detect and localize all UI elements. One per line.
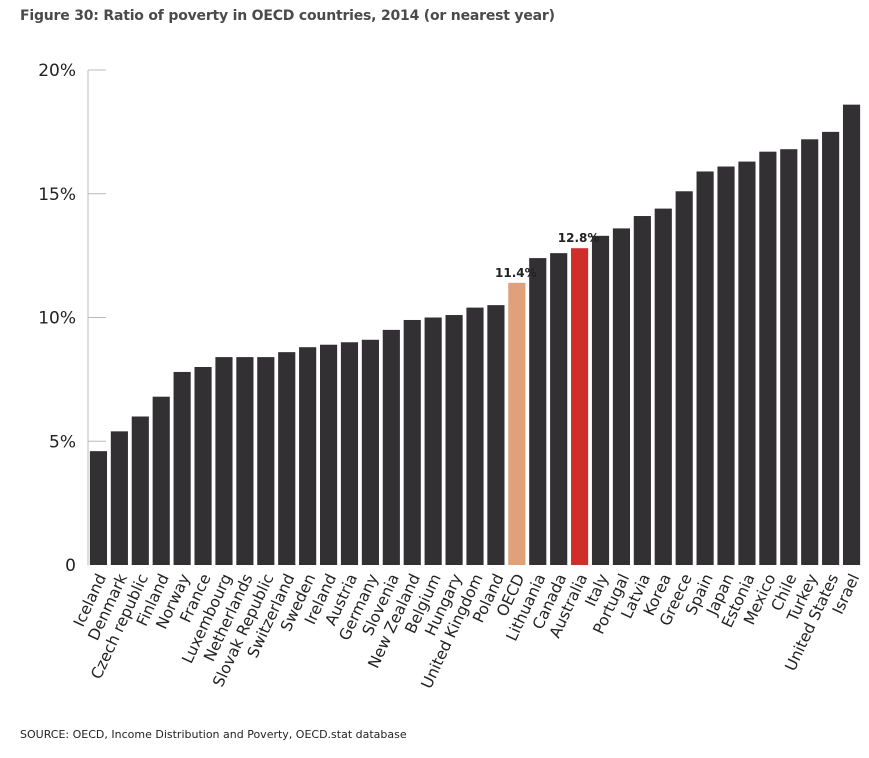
bar — [654, 208, 672, 565]
bar — [445, 315, 463, 565]
bar — [675, 191, 693, 565]
bar — [591, 235, 610, 565]
bar — [257, 357, 275, 565]
bar — [152, 396, 170, 565]
bar — [173, 371, 191, 565]
y-tick-label: 20% — [38, 61, 76, 81]
bar — [403, 319, 421, 565]
bar — [780, 149, 798, 565]
y-tick-label: 15% — [38, 185, 76, 205]
bar — [194, 367, 212, 565]
bar — [508, 282, 526, 565]
bar — [529, 258, 547, 565]
bar — [466, 307, 484, 565]
bar — [550, 253, 568, 565]
source-note: SOURCE: OECD, Income Distribution and Po… — [20, 728, 407, 741]
bar — [361, 339, 379, 565]
bar — [759, 151, 777, 566]
bar — [633, 216, 651, 565]
chart-title: Figure 30: Ratio of poverty in OECD coun… — [20, 8, 555, 24]
y-tick-label: 5% — [49, 432, 76, 452]
bar — [382, 329, 400, 565]
bar — [717, 166, 735, 565]
bar — [89, 451, 108, 565]
bar — [340, 342, 359, 565]
bar — [319, 344, 338, 565]
bar — [278, 352, 296, 565]
data-label: 11.4% — [495, 266, 537, 280]
bar — [487, 305, 505, 565]
bar — [299, 347, 317, 565]
bar — [801, 139, 819, 566]
bar — [110, 431, 128, 565]
data-label: 12.8% — [558, 231, 600, 245]
bar — [696, 171, 714, 565]
bars — [89, 104, 861, 566]
bar — [738, 161, 756, 565]
axes: 0 5% 10% 15% 20% — [38, 61, 106, 576]
bar — [215, 357, 233, 565]
y-tick-label: 0 — [65, 556, 76, 576]
bar — [842, 104, 861, 566]
bar — [131, 416, 149, 565]
bar — [822, 131, 840, 565]
y-tick-label: 10% — [38, 309, 76, 329]
bar — [236, 357, 254, 565]
bar — [612, 228, 631, 565]
bar — [571, 248, 589, 565]
bar — [424, 317, 442, 565]
